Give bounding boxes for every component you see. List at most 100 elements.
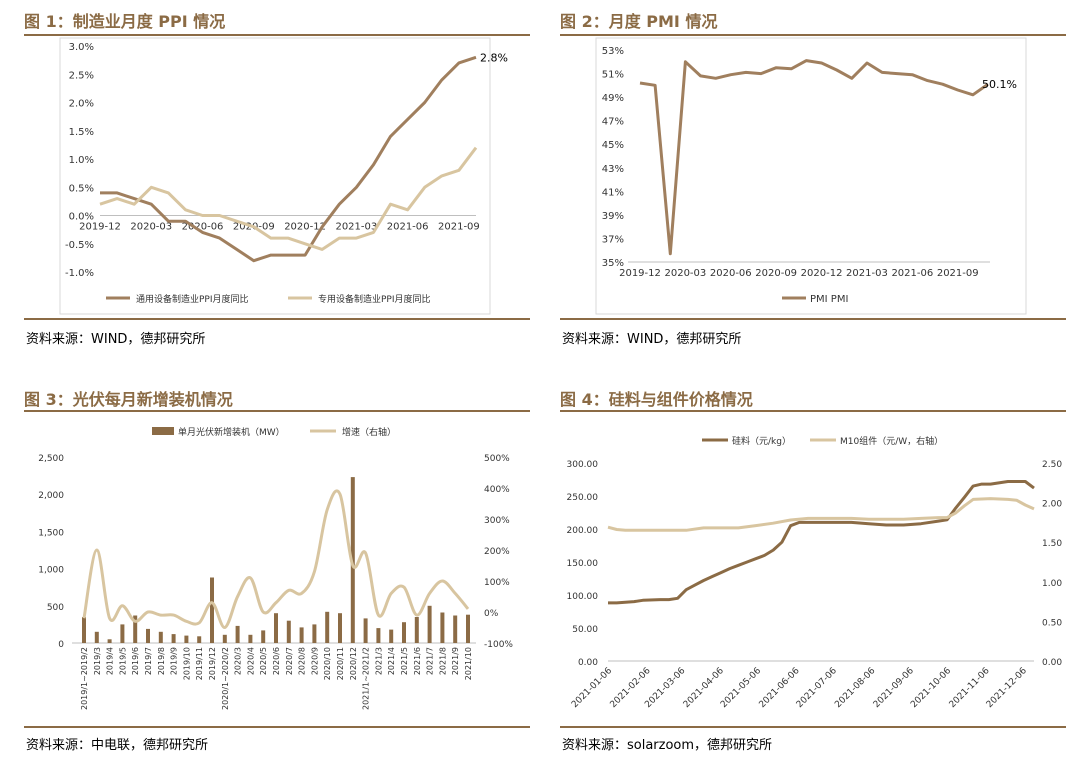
source-divider <box>24 726 530 728</box>
series-line <box>99 146 478 251</box>
bar <box>222 634 227 643</box>
x-tick-label: 2021-03 <box>335 222 377 233</box>
y-tick-label-left: 2,500 <box>38 454 64 464</box>
bar <box>197 636 202 643</box>
series-line <box>82 489 470 630</box>
series-line <box>639 59 989 256</box>
y-tick-label-left: 250.00 <box>567 493 599 503</box>
y-tick-label-right: 0.00 <box>1042 658 1062 668</box>
y-tick-label-right: 1.50 <box>1042 539 1062 549</box>
panel-pv-install: 图 3：光伏每月新增装机情况 单月光伏新增装机（MW） 增速（右轴） 0 500 1,0… <box>24 384 530 764</box>
x-tick-label: 2020-12 <box>284 222 326 233</box>
x-tick-label: 2019/10 <box>182 647 191 680</box>
x-tick-label: 2019/1~2019/2 <box>80 647 89 710</box>
x-tick-label: 2020/6 <box>272 647 281 675</box>
y-tick-label-left: 1,500 <box>38 528 64 538</box>
x-tick-label: 2020/8 <box>298 647 307 675</box>
x-tick-label: 2020/11 <box>336 647 345 680</box>
legend-label: 硅料（元/kg） <box>732 435 791 447</box>
plot-frame <box>595 37 1027 315</box>
legend-label: PMI PMI <box>810 294 848 305</box>
y-tick-label-left: 300.00 <box>567 460 599 470</box>
y-tick-label: 37% <box>602 234 624 245</box>
x-tick-label: 2019/6 <box>131 647 140 675</box>
y-tick-label-right: 0% <box>484 609 499 619</box>
bar <box>158 631 163 643</box>
x-tick-label: 2019-12 <box>79 222 121 233</box>
title-divider <box>24 410 530 412</box>
bar <box>325 611 330 643</box>
y-tick-label-right: 1.00 <box>1042 579 1062 589</box>
x-tick-label: 2020/5 <box>259 647 268 675</box>
y-tick-label: 39% <box>602 211 624 222</box>
x-tick-label: 2021-06 <box>891 268 933 279</box>
legend-label: 单月光伏新增装机（MW） <box>178 426 285 438</box>
y-tick-label-right: 200% <box>484 547 510 557</box>
y-tick-label-right: 2.50 <box>1042 460 1062 470</box>
y-tick-label: 2.5% <box>69 70 94 81</box>
y-tick-label: -1.0% <box>65 268 94 279</box>
y-tick-label-right: 2.00 <box>1042 500 1062 510</box>
x-tick-label: 2020/9 <box>310 647 319 675</box>
silicon-module-chart: 硅料（元/kg） M10组件（元/W，右轴） 0.00 50.00 100.00 150.… <box>567 435 1063 710</box>
x-tick-label: 2020/12 <box>349 647 358 680</box>
x-tick-label: 2021/9 <box>451 647 460 675</box>
y-tick-label-left: 0.00 <box>578 658 598 668</box>
x-tick-label: 2020/3 <box>234 647 243 675</box>
y-tick-label: 41% <box>602 187 624 198</box>
y-tick-label-right: 100% <box>484 578 510 588</box>
source-divider <box>560 318 1066 320</box>
x-tick-label: 2020-09 <box>755 268 797 279</box>
bar <box>235 625 240 643</box>
x-tick-label: 2021/1~2021/2 <box>362 647 371 710</box>
panel-silicon-module: 图 4：硅料与组件价格情况 硅料（元/kg） M10组件（元/W，右轴） 0.00 5… <box>560 384 1066 764</box>
legend-label: 增速（右轴） <box>342 426 396 438</box>
y-tick-label: -0.5% <box>65 240 94 251</box>
bar <box>184 635 189 643</box>
legend-label: 专用设备制造业PPI月度同比 <box>318 293 431 305</box>
y-tick-label: 43% <box>602 164 624 175</box>
bar <box>414 617 419 643</box>
series-line <box>608 480 1035 605</box>
bar <box>376 628 381 643</box>
panel-ppi: 图 1：制造业月度 PPI 情况 -1.0% -0.5% 0.0% 0.5% 1.0% 1… <box>24 0 530 350</box>
x-tick-label: 2021-09 <box>937 268 979 279</box>
bar <box>94 631 99 643</box>
title-divider <box>560 410 1066 412</box>
bar <box>171 634 176 643</box>
bar <box>286 620 291 643</box>
x-tick-label: 2021/3 <box>374 647 383 675</box>
x-tick-label: 2021/4 <box>387 647 396 675</box>
x-tick-label: 2021/8 <box>438 647 447 675</box>
y-tick-label-left: 0 <box>58 640 64 650</box>
bar <box>299 627 304 643</box>
ppi-chart: -1.0% -0.5% 0.0% 0.5% 1.0% 1.5% 2.0% 2.5% 3.0% 20… <box>59 37 508 315</box>
bar <box>107 639 112 643</box>
y-tick-label-left: 50.00 <box>572 625 598 635</box>
source-note: 资料来源：中电联，德邦研究所 <box>26 738 209 753</box>
y-tick-label-right: -100% <box>484 640 513 650</box>
series-line <box>100 55 477 263</box>
bar <box>274 613 278 643</box>
x-tick-label: 2021-09 <box>438 222 480 233</box>
x-tick-label: 2019-12 <box>619 268 661 279</box>
y-tick-label-right: 400% <box>484 485 510 495</box>
x-tick-label: 2020-12 <box>801 268 843 279</box>
y-tick-label: 0.0% <box>69 212 94 223</box>
x-tick-label: 2021/7 <box>426 647 435 675</box>
x-tick-label: 2019/9 <box>170 647 179 675</box>
x-tick-label: 2020/4 <box>246 647 255 675</box>
bar <box>82 617 86 643</box>
source-note: 资料来源：WIND，德邦研究所 <box>26 332 206 347</box>
y-tick-label-left: 500 <box>47 603 64 613</box>
legend-label: M10组件（元/W，右轴） <box>840 435 943 447</box>
panel-title: 图 3：光伏每月新增装机情况 <box>24 390 233 409</box>
bar <box>427 605 432 643</box>
y-tick-label: 1.5% <box>69 127 94 138</box>
x-tick-label: 2020/1~2020/2 <box>221 647 230 710</box>
bar <box>363 618 368 643</box>
bar <box>440 612 445 643</box>
y-tick-label-left: 200.00 <box>567 526 599 536</box>
x-tick-label: 2021/6 <box>413 647 422 675</box>
bar <box>402 622 406 643</box>
